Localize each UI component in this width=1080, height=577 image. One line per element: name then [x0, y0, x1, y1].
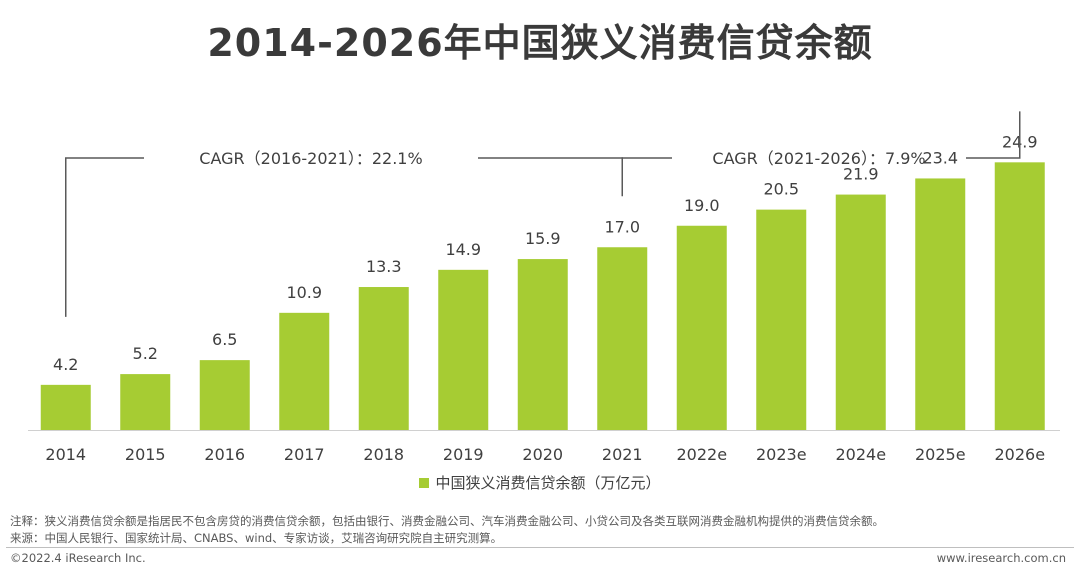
x-tick-label: 2018: [363, 445, 404, 464]
x-tick-label: 2014: [45, 445, 86, 464]
data-label: 4.2: [53, 355, 78, 374]
website: www.iresearch.com.cn: [936, 551, 1066, 565]
x-tick-label: 2015: [125, 445, 166, 464]
legend-swatch: [419, 477, 430, 488]
x-tick-label: 2017: [284, 445, 325, 464]
legend: 中国狭义消费信贷余额（万亿元）: [0, 472, 1080, 493]
bar: [915, 178, 966, 430]
x-tick-label: 2016: [204, 445, 245, 464]
footnote-source: 来源：中国人民银行、国家统计局、CNABS、wind、专家访谈，艾瑞咨询研究院自…: [10, 531, 503, 545]
data-label: 21.9: [843, 165, 879, 184]
cagr-label: CAGR（2021-2026）：7.9%: [712, 149, 925, 168]
legend-label: 中国狭义消费信贷余额（万亿元）: [435, 474, 661, 492]
data-label: 10.9: [286, 283, 322, 302]
cagr-bracket: [621, 111, 1021, 180]
data-label: 23.4: [922, 148, 958, 167]
data-label: 6.5: [212, 330, 237, 349]
bar: [120, 374, 171, 430]
bar-chart: 4.2 2014 5.2 2015 6.5 2016 10.9 2017 13.3 2018 14.…: [28, 111, 1060, 464]
bar: [676, 225, 727, 430]
footnote-note: 注释：狭义消费信贷余额是指居民不包含房贷的消费信贷余额，包括由银行、消费金融公司…: [10, 514, 884, 528]
bar: [756, 209, 807, 430]
bar: [358, 287, 409, 430]
bar: [517, 259, 568, 430]
footer-divider: [6, 547, 1074, 548]
x-tick-label: 2025e: [915, 445, 966, 464]
data-label: 17.0: [604, 217, 640, 236]
data-label: 14.9: [445, 240, 481, 259]
data-label: 19.0: [684, 196, 720, 215]
bar: [835, 194, 886, 430]
bar: [438, 269, 489, 430]
x-tick-label: 2021: [602, 445, 643, 464]
bar: [597, 247, 648, 430]
x-tick-label: 2024e: [835, 445, 886, 464]
data-label: 20.5: [763, 180, 799, 199]
x-tick-label: 2019: [443, 445, 484, 464]
chart-title: 2014-2026年中国狭义消费信贷余额: [207, 21, 873, 65]
bar: [994, 162, 1045, 430]
data-label: 5.2: [133, 344, 158, 363]
bar: [279, 312, 330, 430]
x-tick-label: 2020: [522, 445, 563, 464]
cagr-label: CAGR（2016-2021）：22.1%: [199, 149, 422, 168]
bar: [199, 360, 250, 430]
bar: [40, 384, 91, 430]
data-label: 15.9: [525, 229, 561, 248]
x-tick-label: 2023e: [756, 445, 807, 464]
x-tick-label: 2022e: [676, 445, 727, 464]
x-tick-label: 2026e: [994, 445, 1045, 464]
copyright: ©2022.4 iResearch Inc.: [10, 551, 146, 565]
data-label: 13.3: [366, 257, 402, 276]
